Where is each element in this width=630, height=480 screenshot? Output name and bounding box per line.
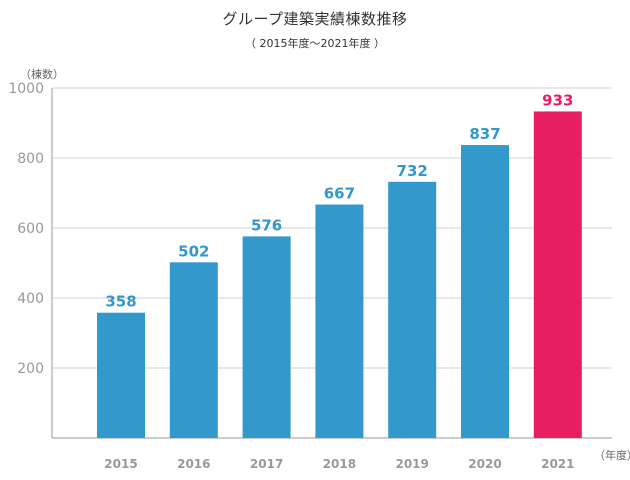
x-tick-label-2016: 2016	[177, 457, 210, 471]
y-tick-label: 800	[17, 151, 44, 167]
x-tick-label-2021: 2021	[541, 457, 574, 471]
x-tick-label-2019: 2019	[395, 457, 428, 471]
data-label-2015: 358	[105, 293, 136, 311]
chart-subtitle: （ 2015年度～2021年度 ）	[245, 37, 385, 50]
data-label-2019: 732	[397, 162, 428, 180]
y-tick-label: 1000	[8, 81, 44, 97]
x-tick-label-2018: 2018	[323, 457, 356, 471]
y-tick-label: 400	[17, 291, 44, 307]
data-label-2018: 667	[324, 185, 355, 203]
bar-2018	[315, 204, 364, 438]
data-label-2017: 576	[251, 216, 282, 234]
bar-2019	[388, 181, 437, 439]
data-label-2020: 837	[469, 125, 500, 143]
y-tick-label: 600	[17, 221, 44, 237]
y-tick-labels: 200 400 600 800 1000	[8, 81, 44, 377]
x-tick-label-2017: 2017	[250, 457, 283, 471]
bars	[97, 111, 582, 439]
data-labels: 358 502 576 667 732 837 933	[105, 91, 573, 310]
bar-2015	[97, 312, 145, 438]
y-tick-label: 200	[17, 361, 44, 377]
x-tick-label-2020: 2020	[468, 457, 501, 471]
bar-2020	[461, 145, 509, 439]
data-label-2016: 502	[178, 242, 209, 260]
y-axis-label: （棟数）	[20, 67, 64, 81]
x-tick-labels: 2015 2016 2017 2018 2019 2020 2021	[104, 457, 574, 471]
chart-title: グループ建築実績棟数推移	[222, 10, 408, 28]
bar-2021	[533, 111, 582, 438]
x-axis-label: （年度）	[594, 448, 630, 462]
x-tick-label-2015: 2015	[104, 457, 137, 471]
bar-2016	[169, 262, 218, 438]
bar-2017	[242, 236, 291, 438]
data-label-2021: 933	[542, 91, 573, 109]
